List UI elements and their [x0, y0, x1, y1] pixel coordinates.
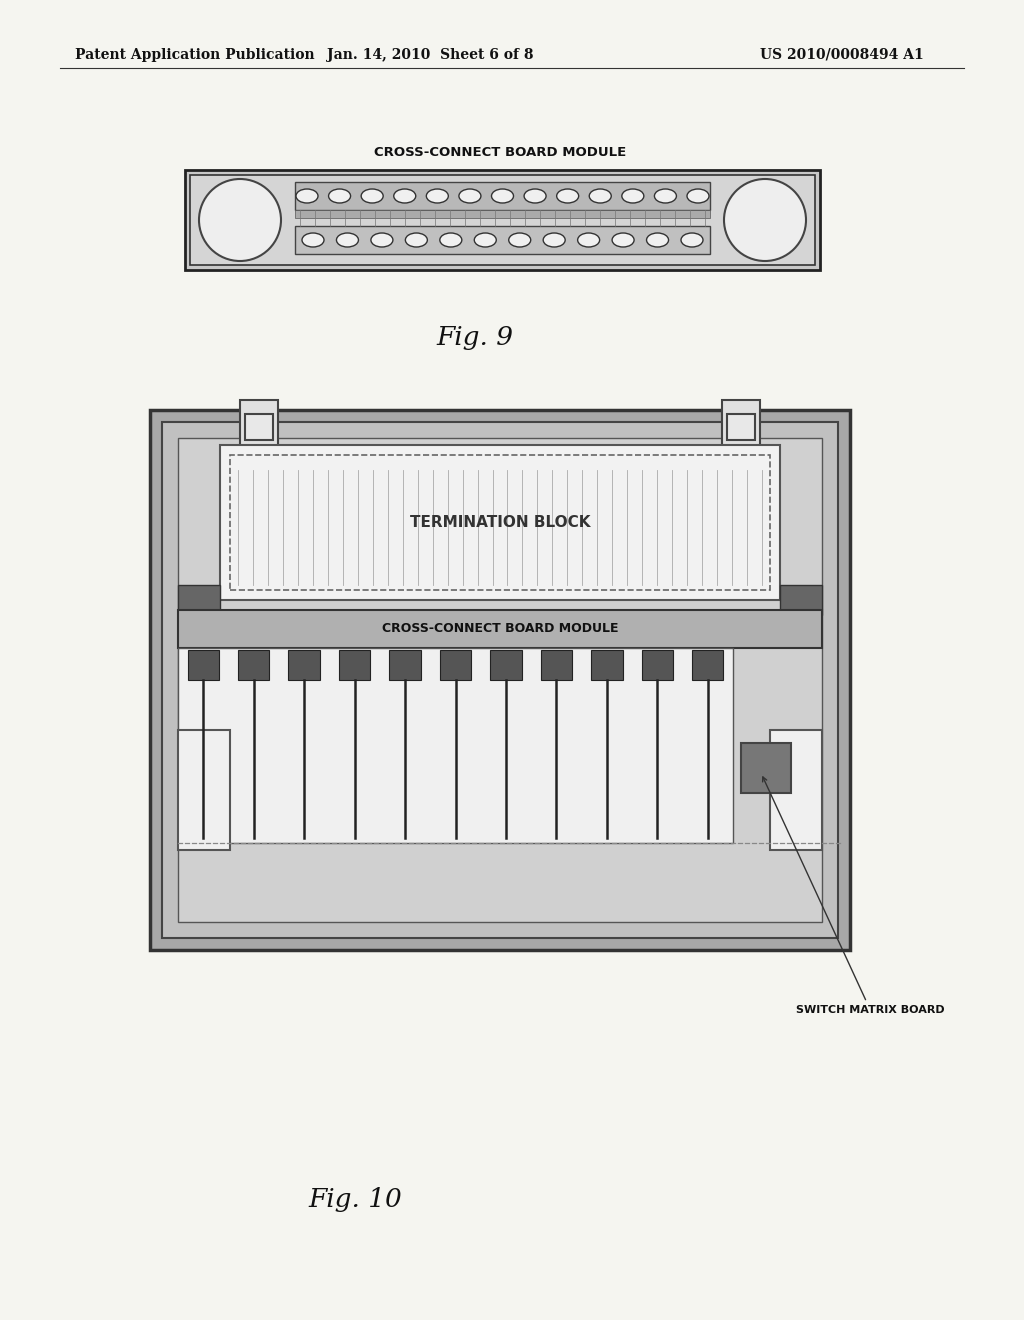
Ellipse shape	[337, 234, 358, 247]
Ellipse shape	[459, 189, 481, 203]
Bar	[642, 649, 673, 680]
Ellipse shape	[509, 234, 530, 247]
Bar	[190, 176, 815, 265]
Bar	[717, 463, 765, 484]
Bar	[770, 730, 822, 850]
Ellipse shape	[589, 189, 611, 203]
Text: Patent Application Publication: Patent Application Publication	[75, 48, 314, 62]
Bar	[178, 610, 822, 648]
Ellipse shape	[440, 234, 462, 247]
Bar	[295, 210, 710, 218]
Text: US 2010/0008494 A1: US 2010/0008494 A1	[760, 48, 924, 62]
Ellipse shape	[371, 234, 393, 247]
Bar	[185, 170, 820, 271]
Text: TERMINATION BLOCK: TERMINATION BLOCK	[410, 515, 590, 531]
Text: CROSS-CONNECT BOARD MODULE: CROSS-CONNECT BOARD MODULE	[374, 145, 626, 158]
Ellipse shape	[687, 189, 709, 203]
Bar	[289, 649, 319, 680]
Bar	[187, 649, 219, 680]
Ellipse shape	[361, 189, 383, 203]
Bar	[245, 414, 273, 440]
Bar	[238, 649, 269, 680]
Bar	[727, 414, 755, 440]
Ellipse shape	[681, 234, 703, 247]
Ellipse shape	[724, 180, 806, 261]
Ellipse shape	[296, 189, 318, 203]
Bar	[295, 182, 710, 210]
Bar	[150, 411, 850, 950]
Bar	[722, 400, 760, 465]
Text: CROSS-CONNECT BOARD MODULE: CROSS-CONNECT BOARD MODULE	[382, 623, 618, 635]
Bar	[230, 455, 770, 590]
Ellipse shape	[543, 234, 565, 247]
Ellipse shape	[622, 189, 644, 203]
Ellipse shape	[426, 189, 449, 203]
Bar	[591, 649, 623, 680]
Bar	[389, 649, 421, 680]
Bar	[178, 730, 230, 850]
Bar	[440, 649, 471, 680]
Bar	[692, 649, 723, 680]
Text: Jan. 14, 2010  Sheet 6 of 8: Jan. 14, 2010 Sheet 6 of 8	[327, 48, 534, 62]
Bar	[220, 445, 780, 601]
Bar	[240, 400, 278, 465]
Ellipse shape	[302, 234, 324, 247]
Bar	[234, 463, 283, 484]
Bar	[178, 648, 733, 843]
Ellipse shape	[646, 234, 669, 247]
Text: Fig. 10: Fig. 10	[308, 1188, 401, 1213]
Ellipse shape	[492, 189, 513, 203]
Ellipse shape	[406, 234, 427, 247]
Ellipse shape	[524, 189, 546, 203]
Bar	[178, 438, 822, 921]
Bar	[741, 743, 791, 793]
Ellipse shape	[557, 189, 579, 203]
Ellipse shape	[474, 234, 497, 247]
Ellipse shape	[394, 189, 416, 203]
Text: Fig. 9: Fig. 9	[436, 326, 513, 351]
Ellipse shape	[329, 189, 350, 203]
Bar	[780, 585, 822, 615]
Text: SWITCH MATRIX BOARD: SWITCH MATRIX BOARD	[763, 777, 944, 1015]
Bar	[541, 649, 572, 680]
Ellipse shape	[612, 234, 634, 247]
Bar	[178, 585, 220, 615]
Bar	[339, 649, 371, 680]
Ellipse shape	[578, 234, 600, 247]
Bar	[490, 649, 521, 680]
Ellipse shape	[199, 180, 281, 261]
Bar	[162, 422, 838, 939]
Ellipse shape	[654, 189, 677, 203]
Bar	[295, 226, 710, 253]
